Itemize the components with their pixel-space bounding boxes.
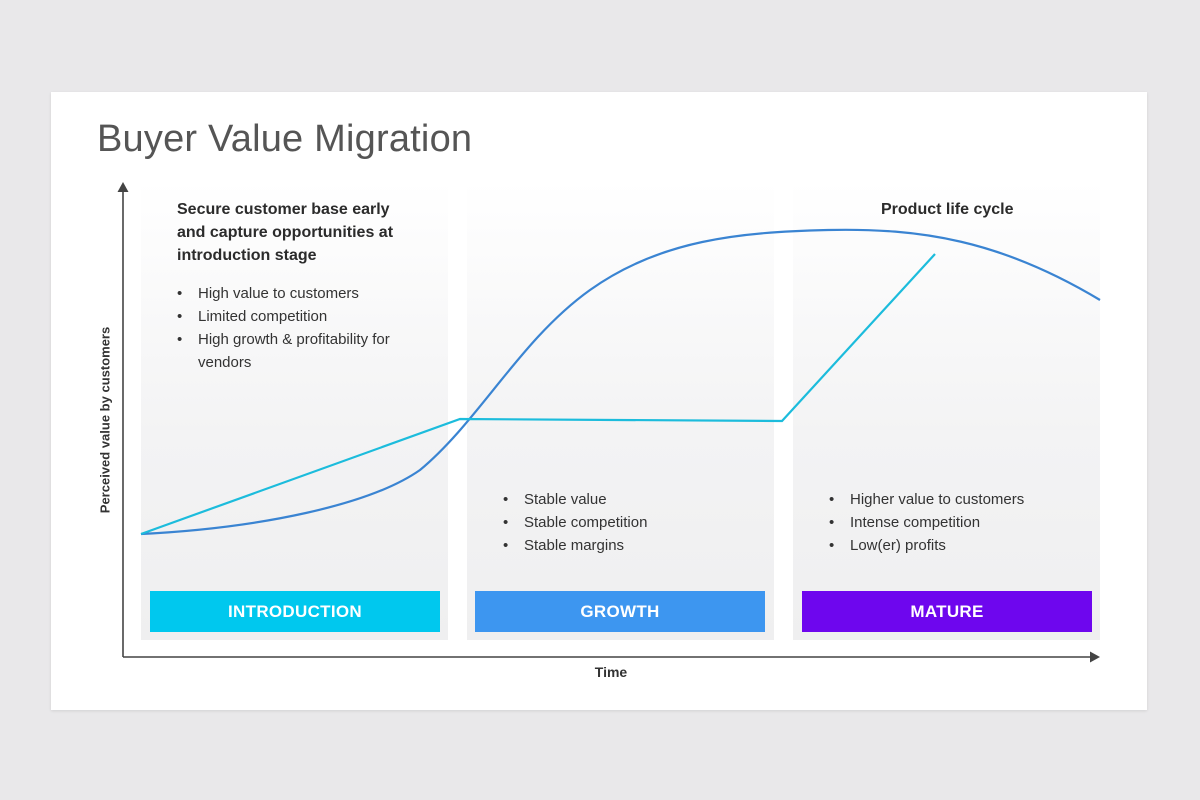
x-axis-label: Time <box>594 664 628 680</box>
list-item: Stable competition <box>503 511 743 534</box>
x-axis-arrow-icon <box>1090 651 1100 663</box>
list-item: High value to customers <box>177 282 427 305</box>
list-item: Intense competition <box>829 511 1079 534</box>
stage-growth-bar: GROWTH <box>475 591 765 632</box>
growth-bullets: Stable value Stable competition Stable m… <box>503 488 743 557</box>
list-item: Higher value to customers <box>829 488 1079 511</box>
list-item: Low(er) profits <box>829 534 1079 557</box>
growth-panel <box>467 181 774 640</box>
list-item: Stable value <box>503 488 743 511</box>
list-item: Stable margins <box>503 534 743 557</box>
product-life-cycle-curve <box>140 228 1101 536</box>
stage-mature-bar: MATURE <box>802 591 1092 632</box>
introduction-bullets: High value to customers Limited competit… <box>177 282 427 374</box>
stage-introduction-bar: INTRODUCTION <box>150 591 440 632</box>
introduction-heading: Secure customer base early and capture o… <box>177 201 394 264</box>
introduction-panel <box>141 181 448 640</box>
mature-panel <box>793 181 1100 640</box>
product-life-cycle-heading: Product life cycle <box>881 201 1014 218</box>
mature-bullets: Higher value to customers Intense compet… <box>829 488 1079 557</box>
slide-title: Buyer Value Migration <box>97 118 473 160</box>
y-axis-arrow-icon <box>117 182 129 192</box>
y-axis-label: Perceived value by customers <box>97 326 113 514</box>
list-item: High growth & profitability for vendors <box>177 328 427 374</box>
list-item: Limited competition <box>177 305 427 328</box>
perceived-value-line <box>140 253 936 536</box>
